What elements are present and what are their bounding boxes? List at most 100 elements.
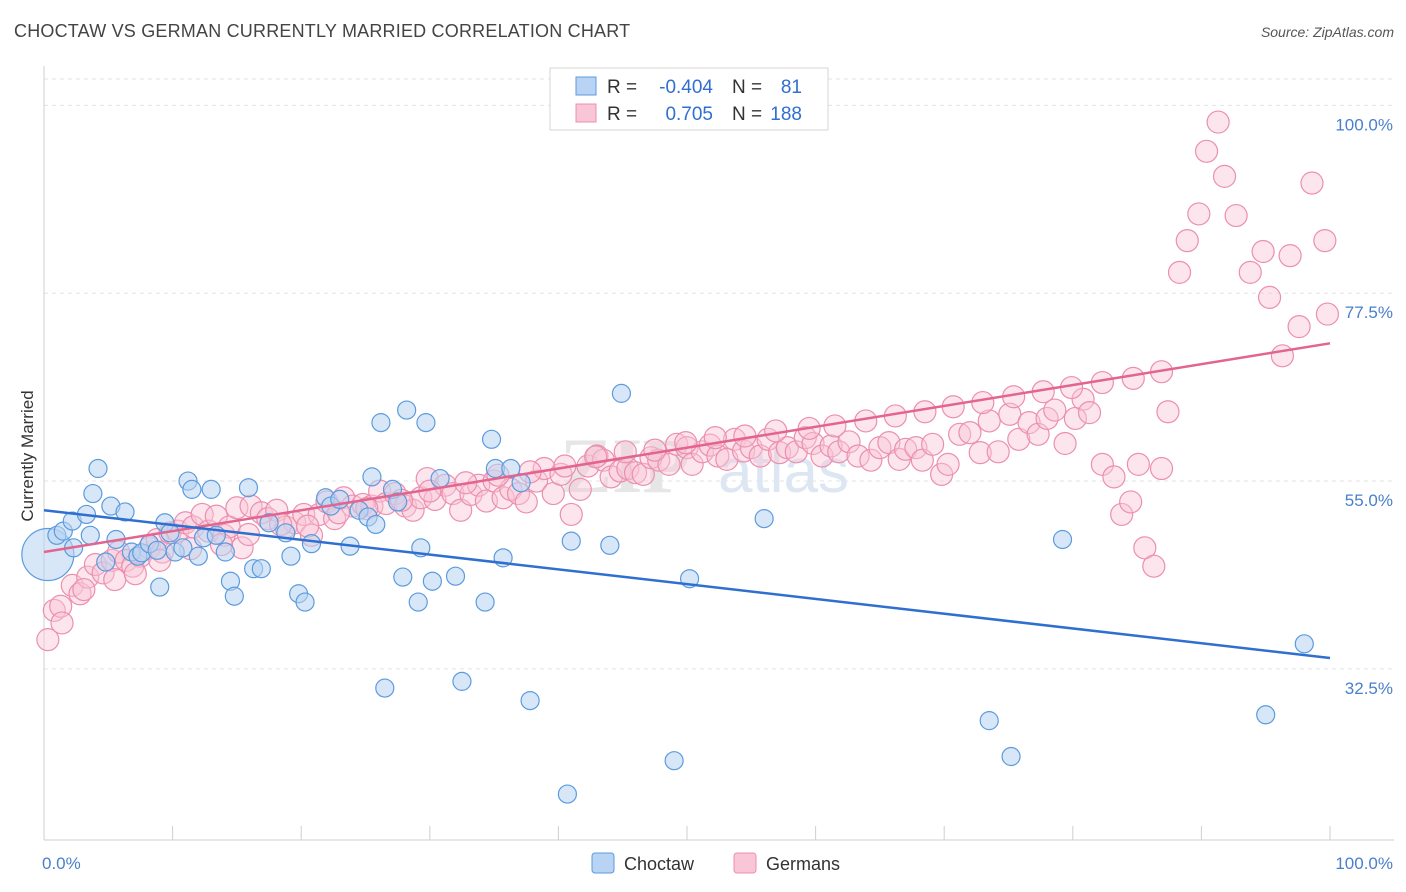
germans-point	[50, 611, 74, 635]
chart-title: CHOCTAW VS GERMAN CURRENTLY MARRIED CORR…	[14, 21, 631, 41]
germans-point	[76, 565, 100, 589]
choctaw-point	[664, 751, 684, 771]
choctaw-point	[397, 400, 417, 420]
choctaw-point	[251, 559, 271, 579]
germans-point	[1007, 427, 1031, 451]
x-tick-label-max: 100.0%	[1335, 854, 1393, 873]
choctaw-point	[115, 502, 135, 522]
germans-point	[1315, 302, 1340, 326]
choctaw-point	[201, 479, 221, 499]
germans-point	[1278, 244, 1302, 268]
legend-swatch-germans	[575, 103, 597, 123]
germans-point	[1167, 260, 1192, 284]
axes	[43, 66, 1394, 841]
germans-point	[986, 440, 1010, 464]
germans-point	[49, 594, 73, 618]
germans-point	[657, 452, 681, 476]
y-tick-label: 100.0%	[1335, 115, 1393, 134]
x-tick-label-min: 0.0%	[42, 854, 81, 873]
choctaw-point	[238, 478, 259, 498]
germans-point	[1119, 490, 1143, 514]
choctaw-point	[215, 542, 235, 562]
choctaw-point	[445, 566, 466, 586]
germans-point	[958, 421, 982, 445]
legend-r-label-germans: R =	[607, 104, 637, 125]
germans-point	[1206, 110, 1230, 134]
choctaw-point	[295, 592, 315, 612]
germans-point	[971, 390, 995, 415]
choctaw-point	[259, 513, 279, 533]
choctaw-point	[375, 678, 395, 698]
choctaw-point	[520, 690, 540, 711]
choctaw-point	[96, 552, 116, 572]
choctaw-point	[150, 577, 170, 597]
bottom-legend-swatch-choctaw	[591, 852, 615, 874]
germans-point	[1187, 202, 1211, 226]
germans-point	[837, 430, 861, 454]
choctaw-trend-line	[43, 509, 1331, 660]
germans-point	[1194, 139, 1219, 163]
choctaw-point	[393, 567, 413, 587]
germans-point	[913, 400, 937, 424]
germans-point	[72, 577, 96, 602]
germans-point	[1156, 400, 1180, 424]
choctaw-point	[422, 571, 442, 591]
choctaw-point	[979, 711, 999, 731]
y-tick-label: 55.0%	[1345, 491, 1393, 510]
choctaw-point	[501, 458, 521, 479]
choctaw-point	[1294, 634, 1314, 654]
germans-point	[643, 438, 667, 462]
germans-point	[1149, 456, 1174, 481]
choctaw-point	[301, 534, 322, 554]
y-tick-labels: 32.5% 55.0% 77.5% 100.0%	[1335, 115, 1393, 697]
choctaw-point	[147, 540, 167, 560]
germans-point	[1313, 229, 1337, 253]
choctaw-point	[600, 535, 620, 555]
choctaw-point	[173, 538, 193, 558]
legend-r-value-choctaw: -0.404	[659, 77, 713, 98]
grid-lines	[44, 78, 1394, 670]
germans-point	[706, 444, 730, 468]
x-tick-labels: 0.0% 100.0%	[42, 854, 1393, 873]
germans-trend-line	[43, 342, 1331, 554]
germans-point	[1017, 411, 1041, 435]
choctaw-point	[224, 586, 244, 606]
choctaw-point	[188, 546, 208, 566]
germans-point	[1238, 260, 1262, 284]
choctaw-point	[416, 413, 436, 433]
choctaw-point	[408, 592, 428, 612]
germans-point	[1121, 366, 1145, 390]
germans-point	[36, 628, 60, 652]
germans-point	[1102, 465, 1126, 489]
y-tick-label: 32.5%	[1345, 679, 1393, 698]
germans-point	[42, 598, 66, 623]
germans-point	[1090, 452, 1114, 476]
bottom-legend: Choctaw Germans	[591, 852, 840, 874]
choctaw-point	[481, 429, 502, 449]
germans-point	[1270, 344, 1295, 368]
germans-point	[1043, 398, 1067, 422]
germans-point	[998, 402, 1022, 426]
choctaw-point	[88, 458, 108, 479]
legend-swatch-choctaw	[575, 76, 597, 96]
germans-point	[103, 567, 127, 592]
germans-point	[296, 514, 320, 538]
germans-point	[1142, 554, 1166, 578]
choctaw-point	[362, 467, 382, 487]
choctaw-point	[452, 671, 472, 691]
germans-point	[1257, 285, 1282, 309]
bottom-legend-label-choctaw: Choctaw	[624, 854, 695, 874]
germans-point	[559, 502, 583, 527]
germans-point	[123, 562, 147, 586]
germans-point	[1251, 239, 1275, 264]
choctaw-point	[1256, 705, 1276, 725]
legend-n-value-choctaw: 81	[781, 77, 802, 98]
choctaw-point	[557, 784, 578, 804]
legend: R = -0.404 N = 81 R = 0.705 N = 188	[549, 67, 829, 131]
choctaw-point	[1001, 746, 1021, 767]
choctaw-point	[80, 525, 100, 545]
choctaw-point	[366, 514, 386, 535]
germans-point	[1053, 431, 1077, 456]
y-axis-label: Currently Married	[18, 390, 37, 521]
